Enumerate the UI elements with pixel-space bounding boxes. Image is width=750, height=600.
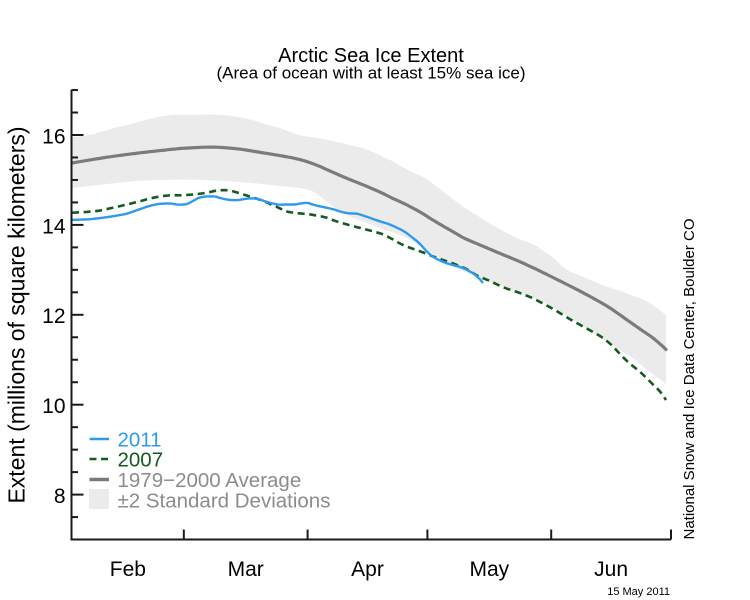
svg-text:(Area of ocean with at least 1: (Area of ocean with at least 15% sea ice… [217,64,526,83]
svg-text:Arctic Sea Ice Extent: Arctic Sea Ice Extent [278,45,464,67]
svg-text:16: 16 [42,125,65,148]
svg-text:15 May 2011: 15 May 2011 [607,586,670,598]
svg-text:Feb: Feb [110,558,146,581]
svg-text:Apr: Apr [351,558,384,581]
svg-text:8: 8 [54,485,66,508]
svg-text:National Snow and Ice Data Cen: National Snow and Ice Data Center, Bould… [681,218,698,539]
svg-text:12: 12 [42,305,65,328]
svg-text:1979−2000 Average: 1979−2000 Average [118,469,302,492]
svg-text:Mar: Mar [228,558,264,581]
svg-text:Jun: Jun [594,558,628,581]
svg-text:2011: 2011 [118,429,162,452]
svg-text:Extent (millions of square kil: Extent (millions of square kilometers) [4,126,30,503]
svg-text:10: 10 [42,395,65,418]
svg-text:14: 14 [42,215,66,238]
svg-text:2007: 2007 [118,449,164,472]
svg-text:May: May [469,558,509,581]
svg-text:±2 Standard Deviations: ±2 Standard Deviations [118,490,331,513]
